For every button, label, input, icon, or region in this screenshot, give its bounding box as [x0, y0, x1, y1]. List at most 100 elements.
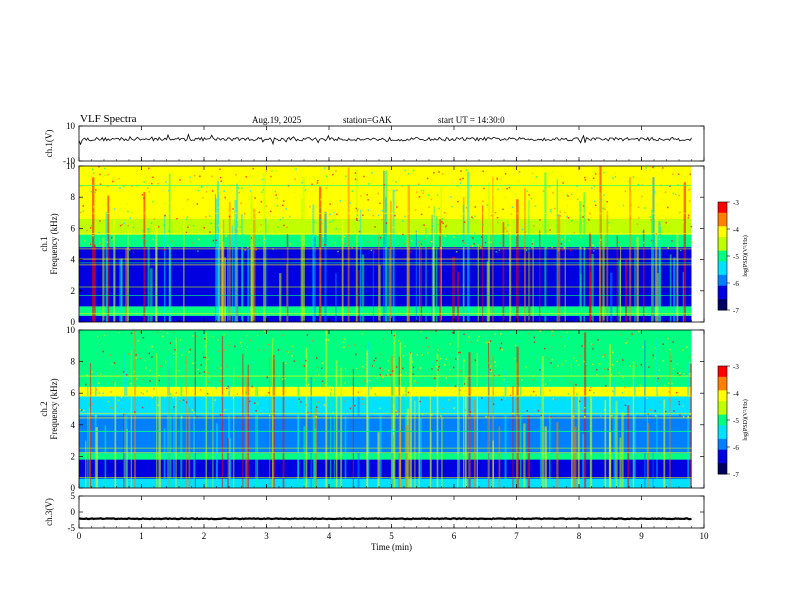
spectral-speckle: [120, 396, 123, 398]
colorbar-cell: [718, 420, 727, 424]
spectral-speckle: [240, 197, 243, 200]
spectral-streak: [279, 273, 282, 322]
spectral-speckle: [530, 241, 533, 243]
spectral-speckle: [580, 236, 582, 238]
spectral-speckle: [548, 185, 551, 188]
spectral-streak: [224, 257, 226, 322]
spectral-speckle: [448, 369, 451, 371]
spectral-streak: [358, 270, 360, 322]
spectral-speckle: [461, 236, 464, 238]
spectral-speckle: [366, 194, 368, 196]
spectral-speckle: [496, 216, 499, 219]
spectral-speckle: [82, 205, 85, 207]
spectral-speckle: [457, 351, 460, 354]
spectral-speckle: [88, 242, 91, 245]
spectral-streak: [253, 208, 256, 322]
spectral-speckle: [539, 190, 541, 192]
spectral-speckle: [431, 368, 433, 370]
colorbar-cell: [718, 366, 727, 370]
spectral-speckle: [435, 365, 437, 368]
spectral-speckle: [260, 201, 263, 203]
spectral-speckle: [679, 374, 681, 377]
spectral-speckle: [89, 227, 92, 229]
spectral-speckle: [554, 413, 556, 416]
spectral-streak: [523, 423, 526, 488]
spectral-speckle: [689, 373, 691, 375]
spectral-speckle: [342, 346, 345, 349]
spectral-speckle: [269, 214, 271, 216]
spectral-speckle: [476, 339, 479, 342]
spectral-speckle: [514, 344, 517, 347]
colorbar-tick-label: -6: [733, 280, 739, 288]
spectral-speckle: [575, 383, 577, 386]
spectral-speckle: [407, 210, 409, 212]
spectral-speckle: [233, 351, 236, 353]
spectral-speckle: [653, 190, 656, 193]
spectral-speckle: [569, 231, 572, 233]
spectral-speckle: [177, 411, 180, 414]
spectral-speckle: [618, 227, 621, 229]
spectral-streak: [93, 244, 96, 322]
spectral-speckle: [382, 338, 385, 340]
spectral-speckle: [392, 226, 395, 228]
spectral-speckle: [603, 194, 605, 197]
spectral-speckle: [142, 379, 144, 381]
spectral-streak: [227, 236, 229, 322]
spectral-speckle: [632, 176, 635, 178]
spectral-speckle: [149, 369, 151, 372]
spectral-streak: [125, 248, 128, 322]
colorbar-cell: [718, 465, 727, 470]
spectral-speckle: [585, 349, 588, 351]
spectral-speckle: [172, 356, 175, 358]
spectral-speckle: [105, 344, 107, 346]
spectral-speckle: [494, 361, 496, 363]
spectral-speckle: [679, 414, 681, 416]
spectral-speckle: [79, 408, 82, 411]
colorbar-cell: [718, 387, 727, 391]
spectral-streak: [156, 353, 158, 488]
spectral-speckle: [286, 226, 288, 228]
spectral-streak: [388, 248, 391, 322]
spectral-speckle: [604, 208, 606, 210]
spectral-speckle: [395, 366, 398, 368]
spectral-speckle: [489, 340, 492, 342]
colorbar-cell: [718, 384, 727, 389]
spectral-speckle: [162, 333, 165, 335]
spectral-speckle: [570, 193, 573, 196]
spectral-speckle: [142, 229, 144, 232]
spectral-streak: [167, 356, 169, 488]
spectral-speckle: [227, 385, 229, 388]
spectral-speckle: [534, 205, 537, 207]
spectral-streak: [532, 239, 534, 322]
spectral-speckle: [490, 207, 493, 209]
spectral-streak: [676, 233, 679, 322]
spectral-speckle: [664, 407, 667, 410]
spectral-speckle: [604, 355, 607, 358]
spectral-speckle: [208, 215, 211, 217]
spectral-speckle: [431, 364, 433, 366]
spectral-speckle: [453, 245, 455, 248]
spectral-speckle: [657, 233, 660, 235]
spectral-speckle: [404, 345, 406, 348]
colorbar-tick-label: -4: [733, 390, 739, 398]
spectral-streak: [392, 189, 395, 322]
spectral-speckle: [487, 362, 489, 364]
spectral-speckle: [496, 178, 498, 180]
spectral-speckle: [561, 238, 563, 241]
spectral-speckle: [515, 233, 518, 236]
spectral-speckle: [510, 331, 512, 334]
spectral-speckle: [249, 190, 252, 192]
spectral-streak: [415, 230, 418, 322]
spectral-speckle: [158, 379, 160, 382]
colorbar-tick-label: -6: [733, 444, 739, 452]
spectral-speckle: [142, 237, 145, 240]
spectral-speckle: [536, 198, 539, 201]
colorbar-cell: [718, 202, 727, 206]
spectral-speckle: [271, 170, 273, 172]
spectral-speckle: [474, 206, 477, 208]
spectral-speckle: [277, 349, 280, 351]
spectral-speckle: [90, 237, 93, 239]
spectral-speckle: [610, 373, 613, 376]
spectral-speckle: [85, 383, 87, 386]
